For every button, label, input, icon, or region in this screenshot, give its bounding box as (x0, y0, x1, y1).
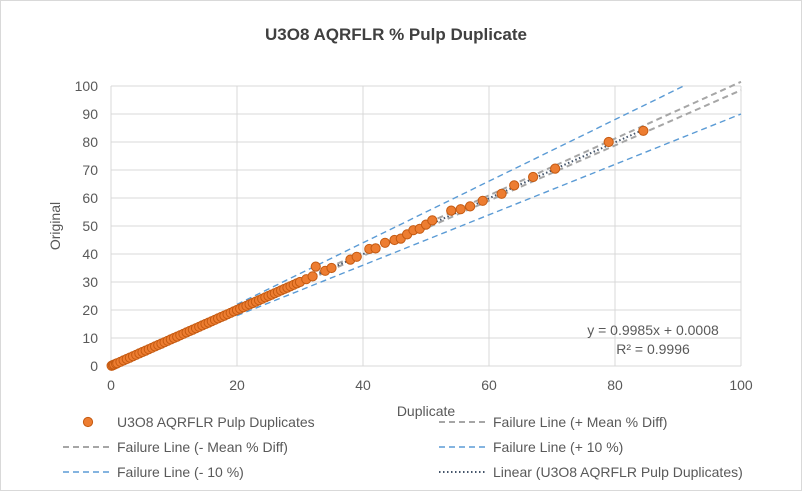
x-tick-label: 60 (481, 377, 497, 393)
data-point (528, 171, 539, 183)
legend-label: Failure Line (+ 10 %) (493, 439, 623, 455)
y-tick-label: 100 (75, 78, 99, 94)
data-point (465, 201, 476, 212)
y-tick-label: 30 (82, 274, 98, 290)
y-axis-label: Original (47, 202, 63, 250)
data-point (446, 205, 457, 216)
chart-title: U3O8 AQRFLR % Pulp Duplicate (265, 25, 527, 44)
data-point (310, 261, 321, 272)
data-point (550, 163, 561, 174)
y-tick-label: 0 (90, 358, 98, 374)
legend-marker (82, 416, 94, 428)
series-line-failure-line-10 (236, 113, 742, 317)
x-axis-label: Duplicate (397, 403, 456, 419)
trendline-equation: y = 0.9985x + 0.0008 (587, 322, 719, 338)
y-tick-label: 50 (82, 218, 98, 234)
y-tick-label: 80 (82, 134, 98, 150)
x-tick-label: 80 (607, 377, 623, 393)
legend-item: Failure Line (- 10 %) (63, 464, 244, 480)
legend-label: Failure Line (- Mean % Diff) (117, 439, 288, 455)
data-point (603, 136, 614, 148)
axis-ticks: 0 20 40 60 80 100 0 10 20 30 40 50 60 70 80 90 100 (75, 78, 753, 393)
data-points (106, 125, 649, 371)
y-tick-label: 90 (82, 106, 98, 122)
legend-label: Failure Line (- 10 %) (117, 464, 244, 480)
legend-item: Failure Line (- Mean % Diff) (63, 439, 288, 455)
data-point (496, 188, 507, 199)
data-point (351, 251, 362, 262)
data-point (427, 215, 438, 226)
legend-label: Failure Line (+ Mean % Diff) (493, 414, 667, 430)
y-tick-label: 20 (82, 302, 98, 318)
data-point (477, 195, 488, 206)
data-point (638, 125, 649, 136)
y-tick-label: 10 (82, 330, 98, 346)
data-point (307, 271, 318, 282)
x-tick-label: 0 (107, 377, 115, 393)
data-point (379, 237, 391, 248)
trendline-r-squared: R² = 0.9996 (616, 341, 690, 357)
series-line-failure-line-10 (236, 85, 684, 306)
legend-item: Linear (U3O8 AQRFLR Pulp Duplicates) (439, 464, 743, 480)
legend: U3O8 AQRFLR Pulp Duplicates Failure Line … (63, 414, 743, 480)
data-point (509, 180, 520, 191)
x-tick-label: 20 (229, 377, 245, 393)
series-line-failure-line-mean-diff (236, 89, 742, 313)
x-tick-label: 100 (729, 377, 753, 393)
data-point (326, 262, 337, 274)
x-tick-label: 40 (355, 377, 371, 393)
legend-item: Failure Line (+ 10 %) (439, 439, 623, 455)
legend-item: Failure Line (+ Mean % Diff) (439, 414, 667, 430)
data-point (370, 243, 381, 254)
y-tick-label: 40 (82, 246, 98, 262)
legend-item: U3O8 AQRFLR Pulp Duplicates (82, 414, 315, 430)
y-tick-label: 60 (82, 190, 98, 206)
y-tick-label: 70 (82, 162, 98, 178)
legend-label: Linear (U3O8 AQRFLR Pulp Duplicates) (493, 464, 743, 480)
data-point (455, 204, 466, 215)
grid (110, 85, 742, 367)
legend-label: U3O8 AQRFLR Pulp Duplicates (117, 414, 315, 430)
